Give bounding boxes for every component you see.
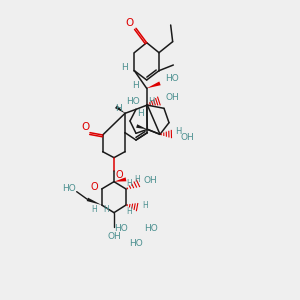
Polygon shape xyxy=(136,124,147,129)
Polygon shape xyxy=(147,82,161,88)
Text: H: H xyxy=(142,201,148,210)
Text: HO: HO xyxy=(114,224,128,233)
Text: H: H xyxy=(103,205,109,214)
Text: HO: HO xyxy=(144,224,158,233)
Text: H: H xyxy=(121,63,128,72)
Text: H: H xyxy=(148,97,154,106)
Text: H: H xyxy=(132,81,139,90)
Text: OH: OH xyxy=(143,176,157,185)
Polygon shape xyxy=(114,177,126,182)
Polygon shape xyxy=(87,198,102,205)
Text: OH: OH xyxy=(181,133,194,142)
Text: H: H xyxy=(126,206,132,215)
Text: O: O xyxy=(115,170,123,180)
Text: H: H xyxy=(116,104,122,113)
Text: H: H xyxy=(134,175,140,184)
Polygon shape xyxy=(115,105,125,113)
Text: H: H xyxy=(175,127,181,136)
Text: O: O xyxy=(91,182,98,192)
Text: HO: HO xyxy=(129,239,143,248)
Text: O: O xyxy=(126,18,134,28)
Text: HO: HO xyxy=(165,74,179,83)
Text: H: H xyxy=(126,178,132,188)
Text: H: H xyxy=(138,109,144,118)
Text: OH: OH xyxy=(165,93,179,102)
Text: HO: HO xyxy=(62,184,76,193)
Text: O: O xyxy=(81,122,89,132)
Text: OH: OH xyxy=(107,232,121,241)
Text: H: H xyxy=(91,206,97,214)
Text: HO: HO xyxy=(126,98,140,106)
